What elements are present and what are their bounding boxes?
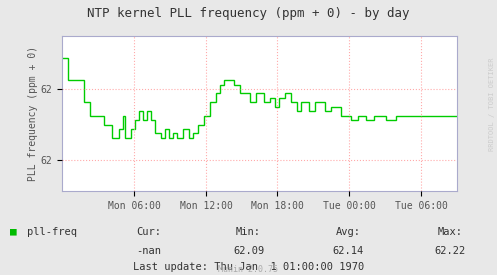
Text: Last update: Thu Jan  1 01:00:00 1970: Last update: Thu Jan 1 01:00:00 1970 (133, 262, 364, 272)
Text: NTP kernel PLL frequency (ppm + 0) - by day: NTP kernel PLL frequency (ppm + 0) - by … (87, 7, 410, 20)
Text: 62.22: 62.22 (434, 246, 465, 256)
Text: Cur:: Cur: (137, 227, 162, 237)
Text: 62.09: 62.09 (233, 246, 264, 256)
Text: -nan: -nan (137, 246, 162, 256)
Text: Munin 2.0.75: Munin 2.0.75 (219, 265, 278, 274)
Text: 62.14: 62.14 (332, 246, 363, 256)
Text: Min:: Min: (236, 227, 261, 237)
Y-axis label: PLL frequency (ppm + 0): PLL frequency (ppm + 0) (28, 46, 38, 181)
Text: ■: ■ (10, 227, 17, 237)
Text: Avg:: Avg: (335, 227, 360, 237)
Text: pll-freq: pll-freq (27, 227, 78, 237)
Text: RRDTOOL / TOBI OETIKER: RRDTOOL / TOBI OETIKER (489, 58, 495, 151)
Text: Max:: Max: (437, 227, 462, 237)
